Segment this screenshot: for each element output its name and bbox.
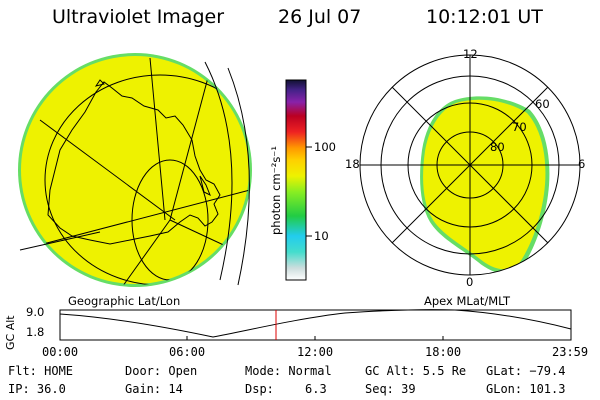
- status-mode: Mode: Normal: [245, 364, 332, 378]
- geographic-map: [18, 53, 252, 287]
- time-label: 10:12:01 UT: [426, 6, 543, 28]
- status-glat: GLat: −79.4: [486, 364, 566, 378]
- meridian-2: [39, 119, 176, 221]
- status-gain: Gain: 14: [125, 382, 183, 396]
- instrument-title: Ultraviolet Imager: [52, 6, 225, 28]
- xtick-2359: 23:59: [552, 345, 589, 359]
- mlt-label-6: 6: [578, 157, 586, 171]
- status-ip: IP: 36.0: [8, 382, 66, 396]
- colorbar-tick-100: 100: [314, 140, 336, 154]
- lat-label-70: 70: [512, 120, 527, 134]
- xtick-0000: 00:00: [42, 345, 79, 359]
- colorbar-unit: photon cm⁻²s⁻¹: [269, 146, 283, 235]
- meridian-1: [20, 189, 250, 251]
- meridian-4: [169, 69, 211, 221]
- meridian-3: [149, 57, 166, 221]
- mlt-label-18: 18: [345, 157, 360, 171]
- mlt-label-0: 0: [466, 275, 474, 289]
- status-seq: Seq: 39: [365, 382, 416, 396]
- geographic-caption: Geographic Lat/Lon: [68, 294, 181, 308]
- status-glon: GLon: 101.3: [486, 382, 566, 396]
- polar-plot: [359, 54, 581, 276]
- altitude-ylabel: GC Alt: [4, 315, 17, 350]
- altitude-plot: [59, 309, 572, 341]
- altitude-curve: [59, 309, 572, 338]
- coastline: [47, 81, 221, 245]
- colorbar: [285, 79, 312, 281]
- lat-ring-middle: [44, 74, 250, 285]
- status-flt: Flt: HOME: [8, 364, 74, 378]
- status-dsp-label: Dsp:: [245, 382, 274, 396]
- status-dsp-value: 6.3: [305, 382, 327, 396]
- apex-caption: Apex MLat/MLT: [424, 294, 511, 308]
- lat-label-80: 80: [490, 140, 505, 154]
- mlt-label-12: 12: [463, 47, 478, 61]
- xtick-1800: 18:00: [425, 345, 462, 359]
- lat-label-60: 60: [535, 97, 550, 111]
- status-door: Door: Open: [125, 364, 198, 378]
- colorbar-tick-10: 10: [314, 229, 329, 243]
- date-label: 26 Jul 07: [278, 6, 362, 28]
- altitude-ytick-low: 1.8: [26, 325, 45, 339]
- xtick-1200: 12:00: [297, 345, 334, 359]
- meridian-6: [119, 219, 171, 285]
- status-gc-alt: GC Alt: 5.5 Re: [365, 364, 467, 378]
- xtick-0600: 06:00: [169, 345, 206, 359]
- altitude-ytick-high: 9.0: [26, 305, 45, 319]
